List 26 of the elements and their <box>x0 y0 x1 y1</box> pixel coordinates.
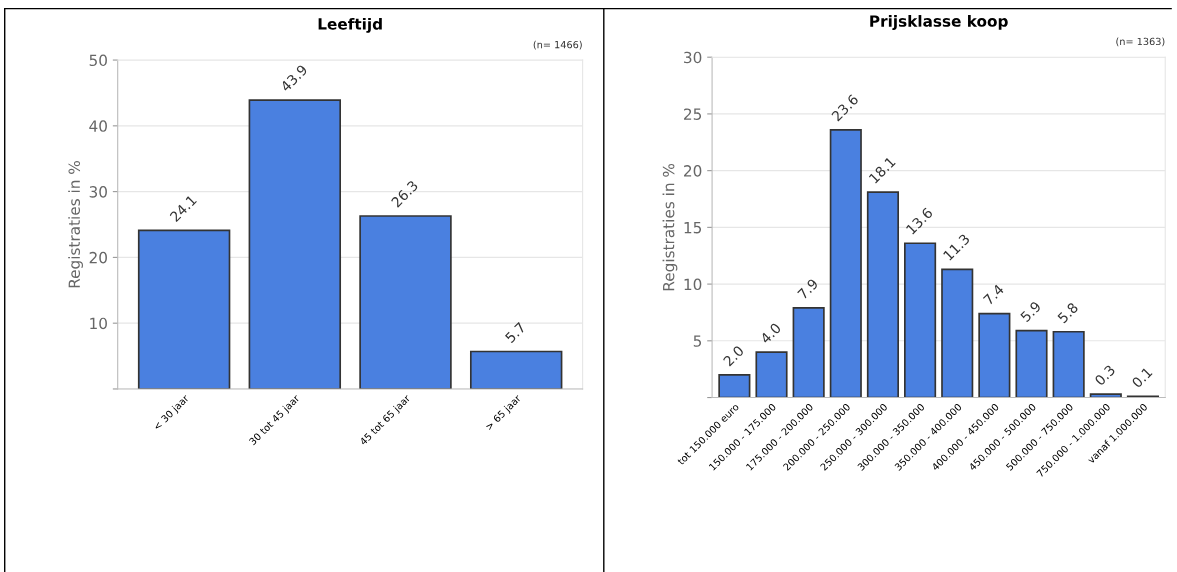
y-tick-label: 10 <box>684 278 702 291</box>
data-label: 7.4 <box>982 283 1005 306</box>
chart-title: Leeftijd <box>318 17 382 33</box>
y-tick-label: 25 <box>684 108 702 120</box>
data-label: 2.0 <box>722 345 745 367</box>
data-label: 5.7 <box>504 321 527 344</box>
data-label: 5.9 <box>1019 300 1042 323</box>
y-tick-label: 50 <box>89 54 107 67</box>
text: (n= 1466) <box>533 40 582 50</box>
y-tick-label: 30 <box>684 51 702 64</box>
y-tick-label: 20 <box>684 165 702 177</box>
y-tick-label: 5 <box>693 335 702 347</box>
y-axis-title: Registraties in % <box>68 161 83 288</box>
y-tick-label: 20 <box>89 251 107 264</box>
y-tick-label: 10 <box>90 317 107 330</box>
data-label: 0.3 <box>1094 364 1116 387</box>
y-tick-label: 15 <box>684 222 702 234</box>
y-tick-label: 30 <box>89 186 107 198</box>
y-axis-title: Registraties in % <box>662 163 678 291</box>
data-label: 4.0 <box>759 322 782 345</box>
text: (n= 1363) <box>1116 37 1165 47</box>
data-label: 0.1 <box>1131 366 1153 389</box>
data-label: 7.9 <box>797 278 819 300</box>
y-tick-label: 40 <box>89 120 107 132</box>
chart-title: Prijsklasse koop <box>870 15 1008 30</box>
data-label: 5.8 <box>1057 301 1079 324</box>
